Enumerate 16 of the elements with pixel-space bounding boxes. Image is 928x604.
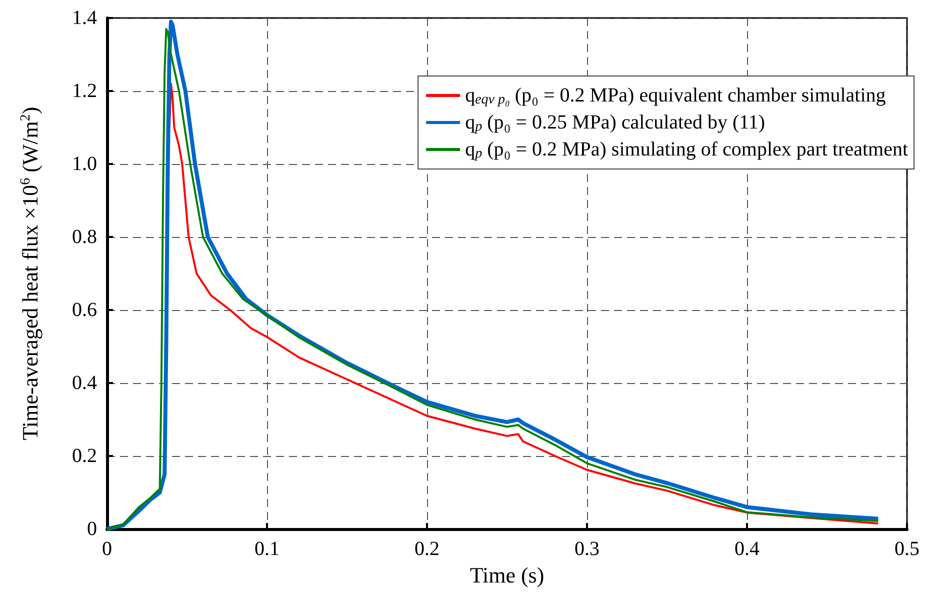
x-tick-label: 0.5 [894,538,920,560]
x-axis-title: Time (s) [470,562,544,588]
y-tick-label: 0.2 [72,445,97,467]
y-tick-label: 1.4 [72,7,97,29]
x-tick-label: 0.4 [734,538,760,560]
y-tick-label: 1.0 [72,153,97,175]
y-axis-title: Time-averaged heat flux ×106 (W/m2) [18,106,42,440]
y-tick-label: 0.8 [72,226,97,248]
x-tick-label: 0.3 [574,538,600,560]
x-tick-label: 0 [102,538,112,560]
x-tick-label: 0.2 [414,538,440,560]
y-tick-label: 0.4 [72,372,97,394]
y-tick-label: 0.6 [72,299,97,321]
x-tick-label: 0.1 [254,538,280,560]
y-tick-label: 0 [87,518,97,540]
y-tick-label: 1.2 [72,80,97,102]
